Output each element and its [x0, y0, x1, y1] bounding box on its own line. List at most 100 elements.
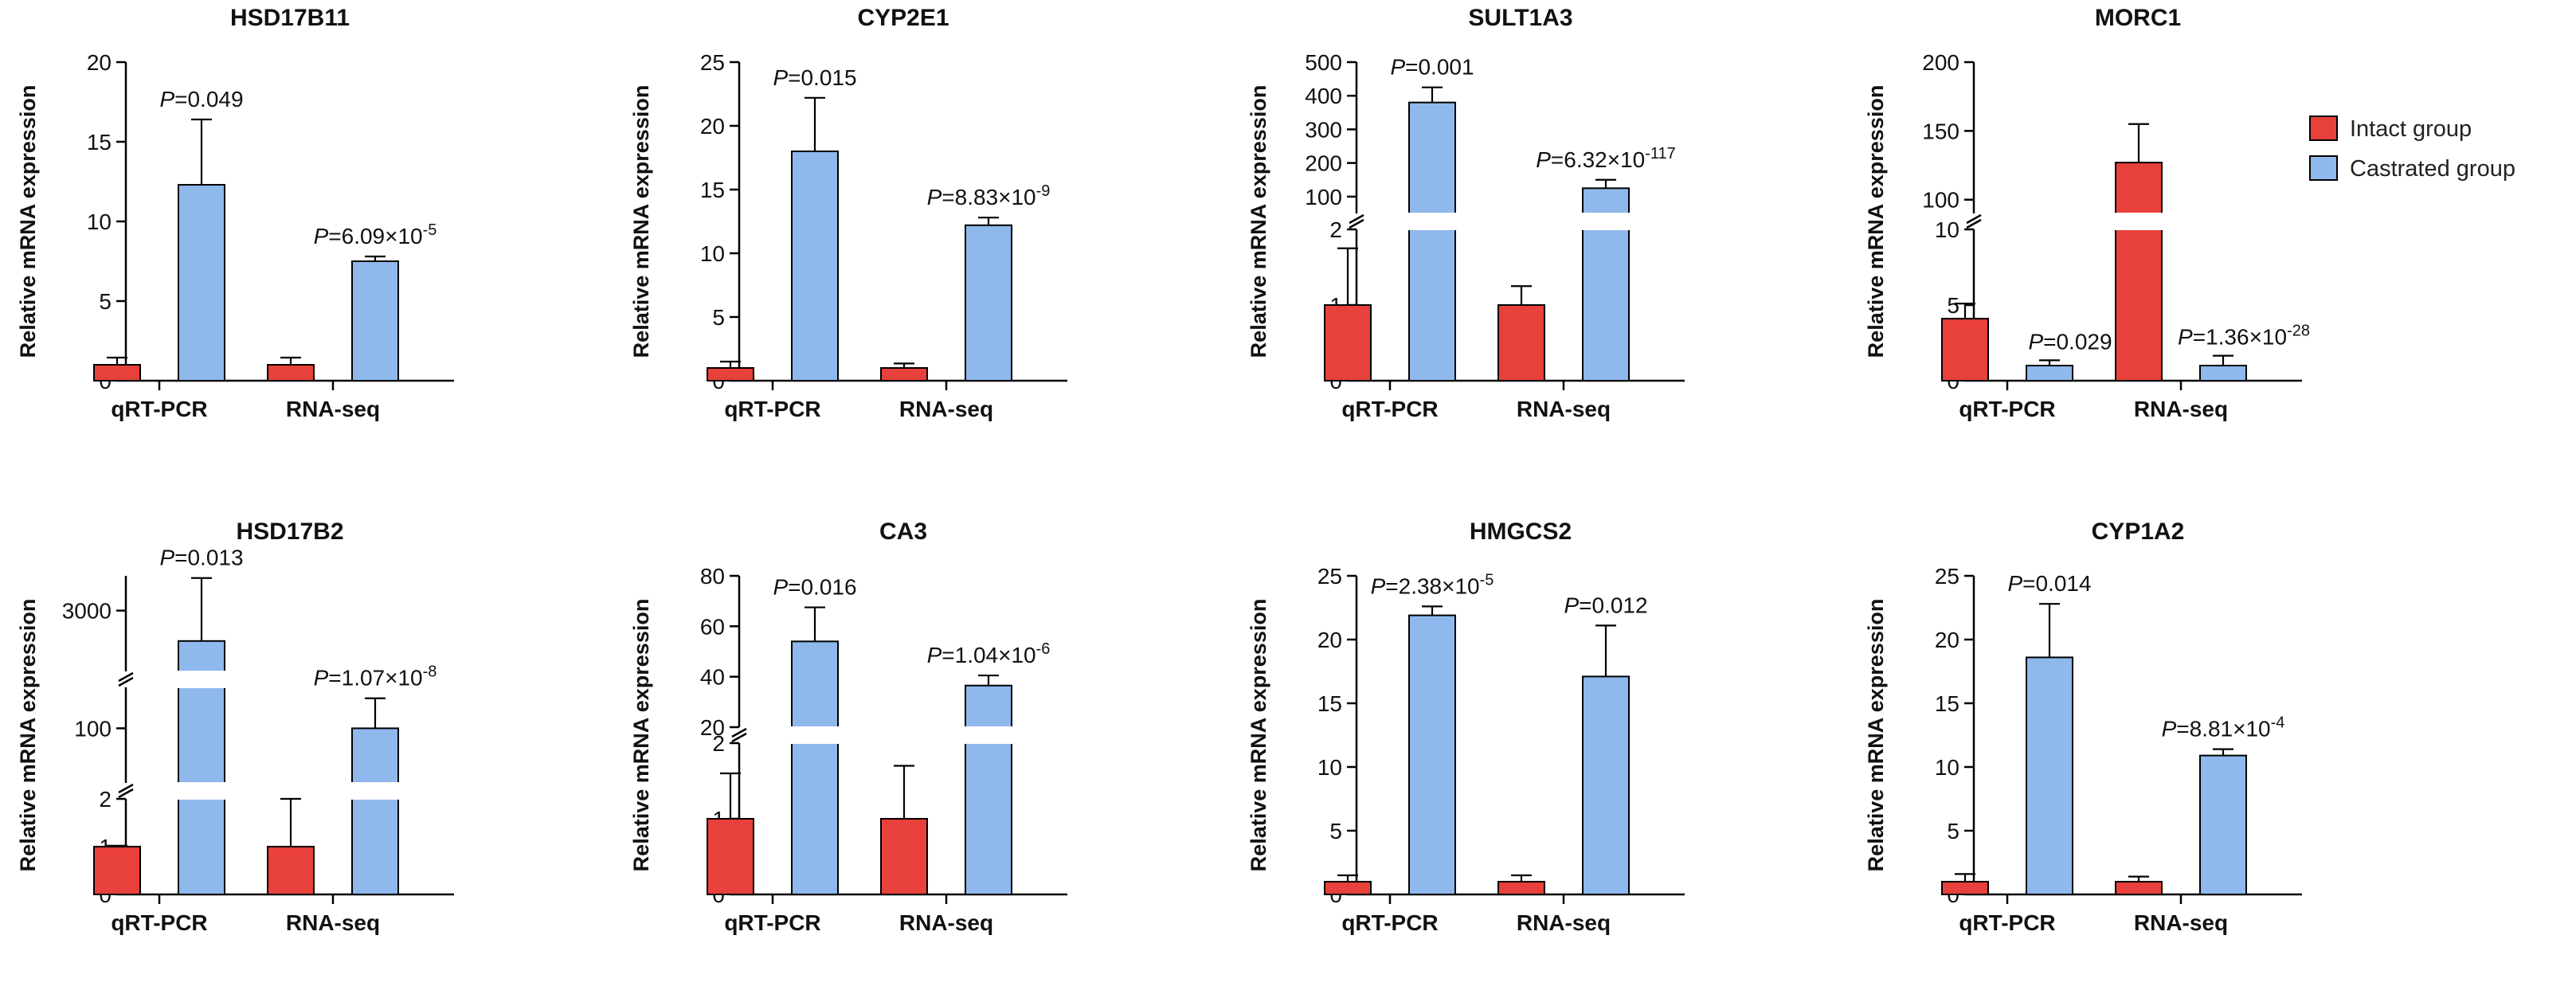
- p-value-label: P=0.014: [2007, 571, 2091, 596]
- bar-castrated: [2199, 365, 2247, 382]
- legend-swatch-castrated: [2309, 155, 2338, 181]
- y-tick-label: 5: [99, 289, 112, 314]
- y-tick-label: 10: [1935, 755, 1959, 780]
- x-tick-label: qRT-PCR: [111, 910, 207, 935]
- axis-break-mark: [1349, 218, 1364, 229]
- legend-label-castrated: Castrated group: [2350, 156, 2515, 182]
- bar-intact: [707, 818, 754, 895]
- x-tick-label: qRT-PCR: [1959, 397, 2055, 421]
- bar-break-gap: [1581, 213, 1631, 230]
- bar-castrated: [351, 260, 399, 382]
- axis-break-mark: [118, 788, 134, 799]
- p-value-label: P=0.013: [159, 546, 243, 570]
- y-axis-label: Relative mRNA expression: [1247, 85, 1270, 358]
- y-tick-label: 10: [700, 241, 725, 266]
- y-tick-label: 10: [87, 209, 112, 234]
- y-tick-label: 100: [1922, 188, 1959, 213]
- x-tick-label: RNA-seq: [1517, 910, 1611, 935]
- axis-break-mark: [1966, 218, 1982, 229]
- bar-castrated: [2026, 656, 2073, 895]
- x-tick-label: RNA-seq: [286, 910, 380, 935]
- bar-break-gap: [790, 726, 840, 744]
- bar-intact: [2115, 162, 2163, 382]
- y-tick-label: 10: [1935, 217, 1959, 242]
- y-axis-label: Relative mRNA expression: [16, 85, 40, 358]
- y-tick-label: 150: [1922, 119, 1959, 143]
- y-tick-label: 20: [1935, 628, 1959, 652]
- axis-break-mark: [1349, 213, 1364, 225]
- y-tick-label: 200: [1922, 50, 1959, 75]
- x-tick-label: qRT-PCR: [724, 397, 820, 421]
- bar-break-gap: [177, 782, 226, 800]
- bar-intact: [93, 846, 141, 895]
- y-tick-label: 25: [1935, 564, 1959, 589]
- y-tick-label: 5: [1947, 293, 1959, 318]
- y-axis-label: Relative mRNA expression: [629, 599, 653, 872]
- legend-label-intact: Intact group: [2350, 116, 2472, 142]
- bar-intact: [1324, 304, 1372, 382]
- y-tick-label: 300: [1305, 117, 1342, 142]
- x-tick-label: qRT-PCR: [1341, 910, 1438, 935]
- bar-break-gap: [350, 782, 400, 800]
- y-tick-label: 15: [700, 178, 725, 202]
- chart-title: CYP1A2: [2092, 518, 2185, 545]
- x-tick-label: RNA-seq: [2134, 397, 2228, 421]
- bar-intact: [267, 846, 315, 895]
- bar-intact: [93, 364, 141, 382]
- y-tick-label: 2: [99, 787, 112, 812]
- x-tick-label: RNA-seq: [899, 397, 993, 421]
- y-tick-label: 20: [1317, 628, 1342, 652]
- y-tick-label: 2: [712, 731, 725, 756]
- bar-castrated: [965, 224, 1012, 382]
- p-value-label: P=0.016: [773, 575, 856, 600]
- bar-break-gap: [2114, 213, 2163, 230]
- p-value-label: P=0.049: [159, 87, 243, 112]
- p-value-label: P=0.015: [773, 65, 856, 90]
- p-value-label: P=8.81×10-4: [2162, 714, 2285, 742]
- legend: Intact group Castrated group: [2309, 115, 2515, 182]
- p-value-label: P=1.04×10-6: [927, 640, 1051, 667]
- chart-title: SULT1A3: [1468, 5, 1572, 31]
- y-tick-label: 400: [1305, 84, 1342, 108]
- bar-castrated: [965, 684, 1012, 895]
- bar-intact: [880, 367, 928, 382]
- x-tick-label: qRT-PCR: [111, 397, 207, 421]
- chart-title: HMGCS2: [1470, 518, 1572, 545]
- bar-intact: [880, 818, 928, 895]
- p-value-label: P=0.012: [1564, 593, 1647, 617]
- y-axis-label: Relative mRNA expression: [1247, 599, 1270, 872]
- y-tick-label: 10: [1317, 755, 1342, 780]
- x-tick-label: RNA-seq: [286, 397, 380, 421]
- axis-break-mark: [1966, 213, 1982, 225]
- y-tick-label: 100: [74, 716, 112, 741]
- chart-title: CA3: [879, 518, 927, 545]
- p-value-label: P=8.83×10-9: [927, 182, 1051, 209]
- y-axis-label: Relative mRNA expression: [1864, 599, 1888, 872]
- bar-intact: [1497, 304, 1545, 382]
- y-tick-label: 5: [1329, 819, 1342, 843]
- axis-break-mark: [731, 732, 747, 743]
- p-value-label: P=2.38×10-5: [1371, 571, 1494, 598]
- y-tick-label: 20: [87, 50, 112, 75]
- y-tick-label: 2: [1329, 217, 1342, 242]
- y-tick-label: 60: [700, 614, 725, 639]
- axis-break-mark: [731, 727, 747, 738]
- axis-break-mark: [118, 676, 134, 687]
- p-value-label: P=1.07×10-8: [314, 663, 437, 691]
- x-tick-label: qRT-PCR: [1341, 397, 1438, 421]
- p-value-label: P=0.029: [2028, 329, 2112, 354]
- y-tick-label: 20: [700, 715, 725, 740]
- bar-castrated: [791, 640, 839, 895]
- chart-title: CYP2E1: [857, 5, 949, 31]
- bar-castrated: [791, 151, 839, 382]
